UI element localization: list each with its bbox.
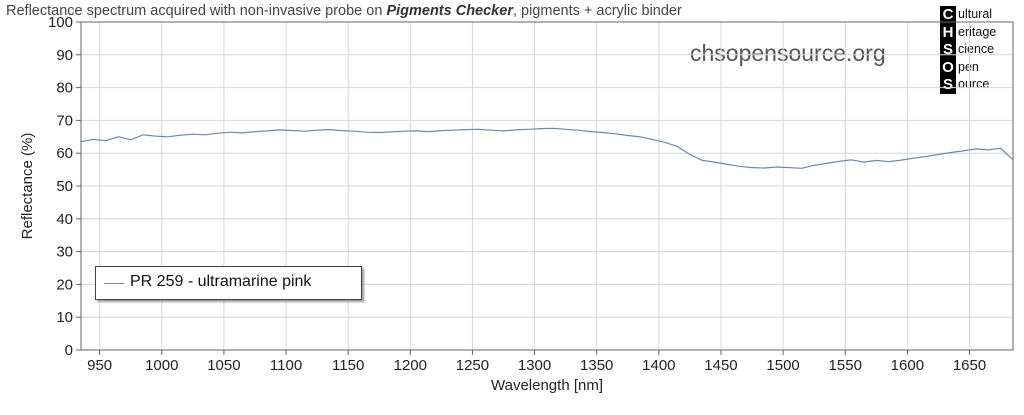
legend: PR 259 - ultramarine pink: [95, 266, 362, 300]
x-tick-label: 1550: [829, 357, 862, 374]
x-tick-label: 1150: [332, 357, 364, 374]
y-tick-label: 70: [56, 112, 73, 129]
y-tick-label: 20: [56, 276, 73, 293]
series-line: [80, 127, 1014, 169]
x-tick-label: 1500: [766, 357, 799, 374]
title-prefix: Reflectance spectrum acquired with non-i…: [6, 3, 387, 19]
title-bold: Pigments Checker: [386, 3, 513, 19]
x-axis-title: Wavelength [nm]: [491, 377, 603, 394]
chsos-logo: C H S O S ultural eritage cience pen our…: [940, 6, 1020, 94]
y-axis-title: Reflectance (%): [19, 133, 36, 240]
x-tick-label: 1250: [456, 357, 489, 374]
series-layer: [80, 127, 1014, 169]
y-tick-label: 60: [56, 145, 73, 162]
title-suffix: , pigments + acrylic binder: [512, 3, 682, 19]
y-tick-label: 30: [56, 244, 73, 261]
logo-word: ultural: [958, 7, 993, 21]
legend-swatch: [104, 283, 124, 284]
logo-letter-stack: [940, 6, 956, 94]
x-tick-label: 1300: [518, 357, 551, 374]
y-tick-label: 0: [65, 342, 73, 359]
x-tick-label: 1050: [207, 357, 240, 374]
logo-letter: O: [942, 58, 954, 76]
logo-word: pen: [958, 59, 979, 74]
watermark: chsopensource.org: [690, 40, 886, 66]
y-tick-label: 90: [56, 47, 73, 64]
x-tick-label: 1200: [394, 357, 427, 374]
x-tick-label: 1650: [953, 357, 986, 374]
y-tick-label: 80: [56, 80, 73, 97]
y-tick-label: 100: [48, 14, 73, 31]
legend-label: PR 259 - ultramarine pink: [130, 273, 312, 290]
x-tick-label: 1600: [891, 357, 924, 374]
y-axis-ticks: 0 10 20 30 40 50 60 70 80 90 100: [48, 14, 73, 359]
grid-lines: [81, 21, 1013, 351]
y-tick-label: 40: [56, 211, 73, 228]
logo-letter: C: [942, 6, 954, 23]
logo-word: eritage: [958, 24, 997, 39]
x-tick-label: 1350: [580, 357, 613, 374]
x-tick-label: 1000: [145, 357, 178, 374]
y-tick-label: 50: [56, 178, 73, 195]
x-tick-label: 1100: [270, 357, 302, 374]
x-tick-label: 950: [87, 357, 112, 374]
x-axis-ticks: 950 1000 1050 1100 1150 1200 1250 1300 1350 1400 1…: [76, 21, 986, 374]
logo-letter: H: [942, 23, 954, 41]
logo-letter: S: [942, 76, 953, 94]
y-tick-label: 10: [56, 309, 73, 326]
x-tick-label: 1400: [642, 357, 675, 374]
x-tick-label: 1450: [704, 357, 737, 374]
chart-title: Reflectance spectrum acquired with non-i…: [6, 3, 682, 19]
logo-word: cience: [958, 42, 995, 57]
logo-letter: S: [942, 41, 953, 59]
